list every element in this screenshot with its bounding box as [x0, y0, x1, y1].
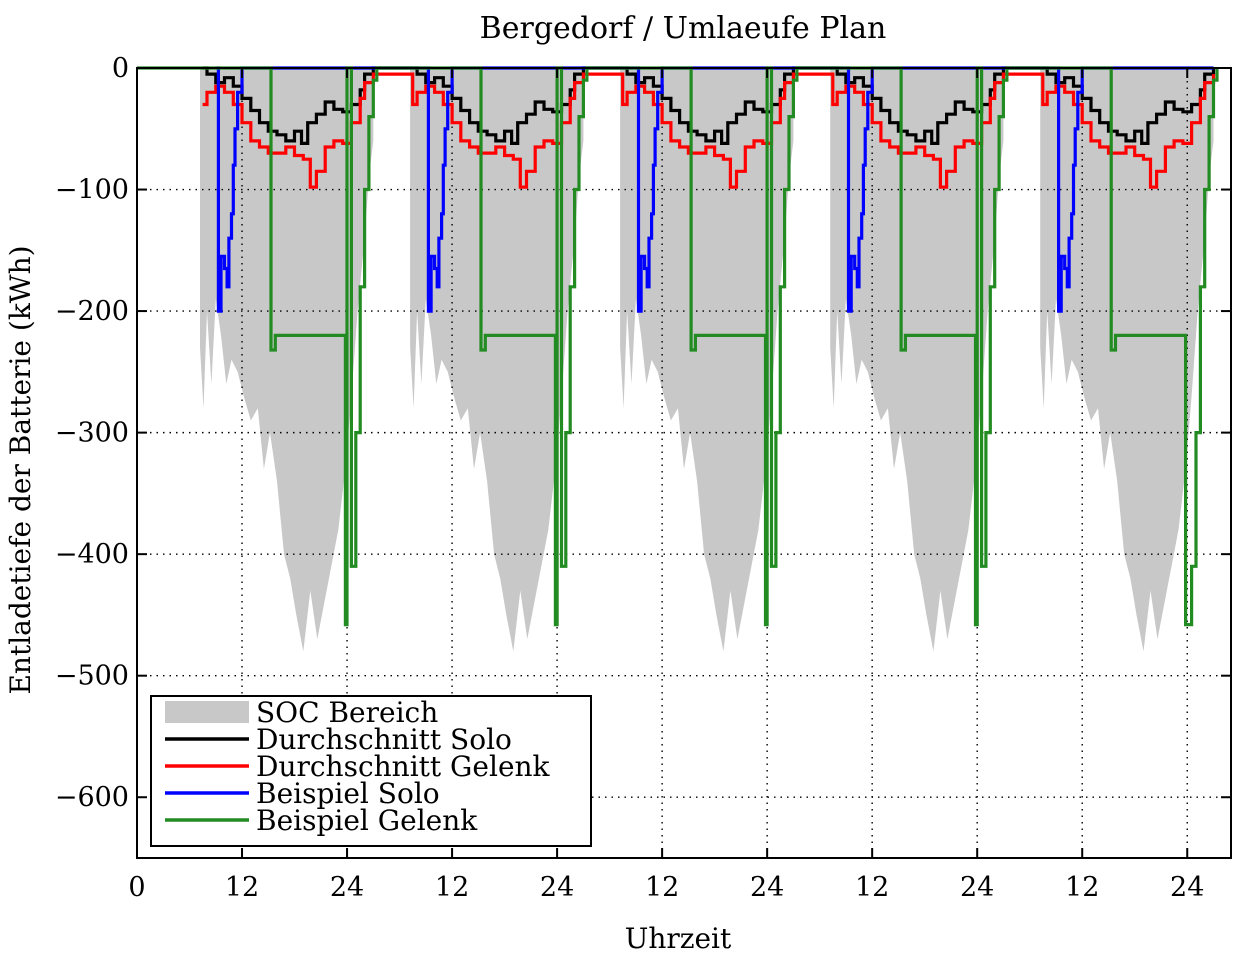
y-tick-labels: 0 −100 −200 −300 −400 −500 −600: [55, 53, 129, 813]
legend-label: Durchschnitt Gelenk: [256, 750, 551, 783]
series-lines-layer: [137, 66, 1219, 627]
y-tick-label: −100: [55, 175, 129, 206]
y-tick-label: −400: [55, 539, 129, 570]
x-tick-label: 24: [540, 872, 574, 903]
tick-marks-layer: [136, 67, 1231, 858]
x-tick-label: 24: [960, 872, 994, 903]
x-axis-label: Uhrzeit: [625, 922, 732, 955]
x-tick-label: 12: [645, 872, 679, 903]
plot-frame: [136, 67, 1232, 859]
legend-swatch: [165, 701, 249, 723]
series-line-beispiel-solo: [215, 66, 1214, 313]
legend-label: Beispiel Gelenk: [256, 804, 478, 837]
y-tick-label: −500: [55, 661, 129, 692]
series-line-durchschnitt-gelenk: [202, 72, 1216, 189]
soc-band-day-1: [200, 68, 374, 652]
x-tick-label: 0: [128, 872, 145, 903]
series-line-beispiel-gelenk: [137, 66, 1219, 627]
x-tick-label: 24: [330, 872, 364, 903]
y-tick-label: −200: [55, 296, 129, 327]
soc-band-layer: [200, 68, 1214, 652]
chart-title: Bergedorf / Umlaeufe Plan: [480, 11, 887, 46]
soc-band-day-2: [410, 68, 584, 652]
y-tick-label: −300: [55, 418, 129, 449]
x-tick-label: 24: [750, 872, 784, 903]
x-tick-label: 12: [855, 872, 889, 903]
y-tick-label: 0: [112, 53, 129, 84]
soc-band-day-5: [1040, 68, 1214, 652]
soc-band-day-4: [830, 68, 1004, 652]
x-tick-label: 24: [1170, 872, 1204, 903]
legend-label: SOC Bereich: [256, 696, 438, 729]
soc-band-day-3: [620, 68, 794, 652]
x-tick-label: 12: [1065, 872, 1099, 903]
x-tick-label: 12: [435, 872, 469, 903]
x-tick-label: 12: [225, 872, 259, 903]
x-tick-labels: 0 12 24 12 24 12 24 12 24 12 24: [128, 872, 1204, 903]
legend-label: Beispiel Solo: [256, 777, 440, 810]
legend-label: Durchschnitt Solo: [256, 723, 512, 756]
y-axis-label: Entladetiefe der Batterie (kWh): [4, 245, 37, 694]
y-tick-label: −600: [55, 782, 129, 813]
